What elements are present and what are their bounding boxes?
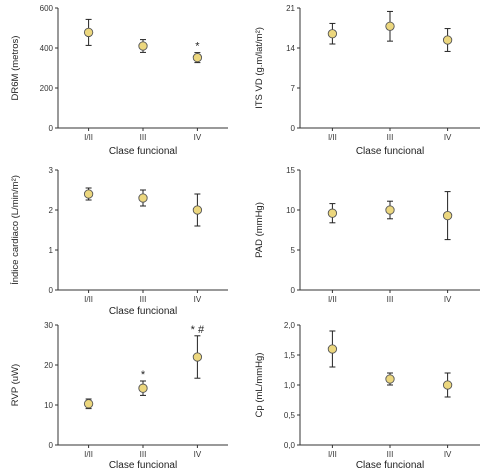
x-tick-label: III <box>387 450 394 459</box>
y-tick-label: 0,0 <box>284 441 296 450</box>
x-tick-label: I/II <box>84 450 93 459</box>
y-tick-label: 0 <box>291 286 296 295</box>
data-point <box>192 52 203 63</box>
x-tick-label: IV <box>444 133 452 142</box>
x-tick-label: III <box>387 295 394 304</box>
data-point <box>192 205 203 215</box>
y-axis-label: ITS VD (g.m/lat/m²) <box>254 27 265 109</box>
data-point <box>83 399 94 409</box>
data-point <box>327 29 338 39</box>
y-tick-label: 0,5 <box>284 411 296 420</box>
x-tick-label: I/II <box>328 450 337 459</box>
data-point <box>442 210 453 221</box>
x-axis-label: Clase funcional <box>109 146 177 157</box>
y-tick-label: 7 <box>291 84 296 93</box>
data-point <box>442 380 453 390</box>
data-point <box>83 27 94 38</box>
x-axis-label: Clase funcional <box>109 460 177 471</box>
y-axis-label: PAD (mmHg) <box>254 202 265 258</box>
y-tick-label: 1,5 <box>284 351 296 360</box>
y-tick-label: 0 <box>49 441 54 450</box>
y-tick-label: 3 <box>49 166 54 175</box>
y-tick-label: 15 <box>286 166 295 175</box>
x-tick-label: I/II <box>84 133 93 142</box>
x-axis-label: Clase funcional <box>356 460 424 471</box>
y-tick-label: 400 <box>40 44 54 53</box>
y-tick-label: 14 <box>286 44 295 53</box>
y-axis-label: Cp (mL/mmHg) <box>254 353 265 418</box>
y-axis-label: RVP (uW) <box>10 364 21 406</box>
y-axis-label: DR6M (metros) <box>10 36 21 101</box>
y-tick-label: 1,0 <box>284 381 296 390</box>
x-tick-label: III <box>140 295 147 304</box>
y-tick-label: 20 <box>44 361 53 370</box>
x-tick-label: IV <box>444 450 452 459</box>
data-point <box>442 35 453 45</box>
y-tick-label: 2 <box>49 206 54 215</box>
y-tick-label: 10 <box>44 401 53 410</box>
x-tick-label: I/II <box>84 295 93 304</box>
x-tick-label: IV <box>444 295 452 304</box>
x-tick-label: I/II <box>328 133 337 142</box>
data-point <box>138 41 148 51</box>
significance-marker: * <box>195 41 200 53</box>
x-axis-label: Clase funcional <box>109 306 177 317</box>
data-point <box>138 193 148 203</box>
chart-panel-5: 0 10 20 30 I/II III IV Clase funcional RVP (uW) *… <box>10 321 228 471</box>
data-point <box>83 189 94 199</box>
y-tick-label: 0 <box>49 124 54 133</box>
x-tick-label: I/II <box>328 295 337 304</box>
y-tick-label: 0 <box>291 124 296 133</box>
x-axis-label: Clase funcional <box>356 146 424 157</box>
y-tick-label: 1 <box>49 246 54 255</box>
x-tick-label: IV <box>194 450 202 459</box>
data-point <box>385 205 395 215</box>
x-tick-label: III <box>140 133 147 142</box>
x-tick-label: III <box>140 450 147 459</box>
data-point <box>192 352 203 362</box>
significance-marker: * <box>141 369 146 381</box>
x-tick-label: III <box>387 133 394 142</box>
y-tick-label: 600 <box>40 4 54 13</box>
y-tick-label: 2,0 <box>284 321 296 330</box>
chart-panel-4: 0 5 10 15 I/II III IV PAD (mmHg) <box>254 166 480 304</box>
x-tick-label: IV <box>194 133 202 142</box>
data-point <box>385 21 395 31</box>
y-tick-label: 30 <box>44 321 53 330</box>
chart-panel-6: 0,0 0,5 1,0 1,5 2,0 I/II III IV Clase funcional C… <box>254 321 480 471</box>
y-tick-label: 0 <box>49 286 54 295</box>
chart-panel-2: 0 7 14 21 I/II III IV Clase funcional ITS VD (g.… <box>254 4 480 157</box>
y-tick-label: 21 <box>286 4 295 13</box>
chart-panel-1: 0 200 400 600 I/II III IV Clase funcional DR6M (… <box>10 4 228 157</box>
y-tick-label: 5 <box>291 246 296 255</box>
data-point <box>327 344 338 354</box>
y-axis-label: Índice cardiaco (L/min/m²) <box>10 175 21 285</box>
data-point <box>138 383 148 393</box>
data-point <box>327 208 338 218</box>
y-tick-label: 200 <box>40 84 54 93</box>
chart-panel-3: 0 1 2 3 I/II III IV Clase funcional Índice cardi… <box>10 166 228 317</box>
y-tick-label: 10 <box>286 206 295 215</box>
x-tick-label: IV <box>194 295 202 304</box>
significance-marker: * # <box>191 324 205 336</box>
data-point <box>385 374 395 384</box>
